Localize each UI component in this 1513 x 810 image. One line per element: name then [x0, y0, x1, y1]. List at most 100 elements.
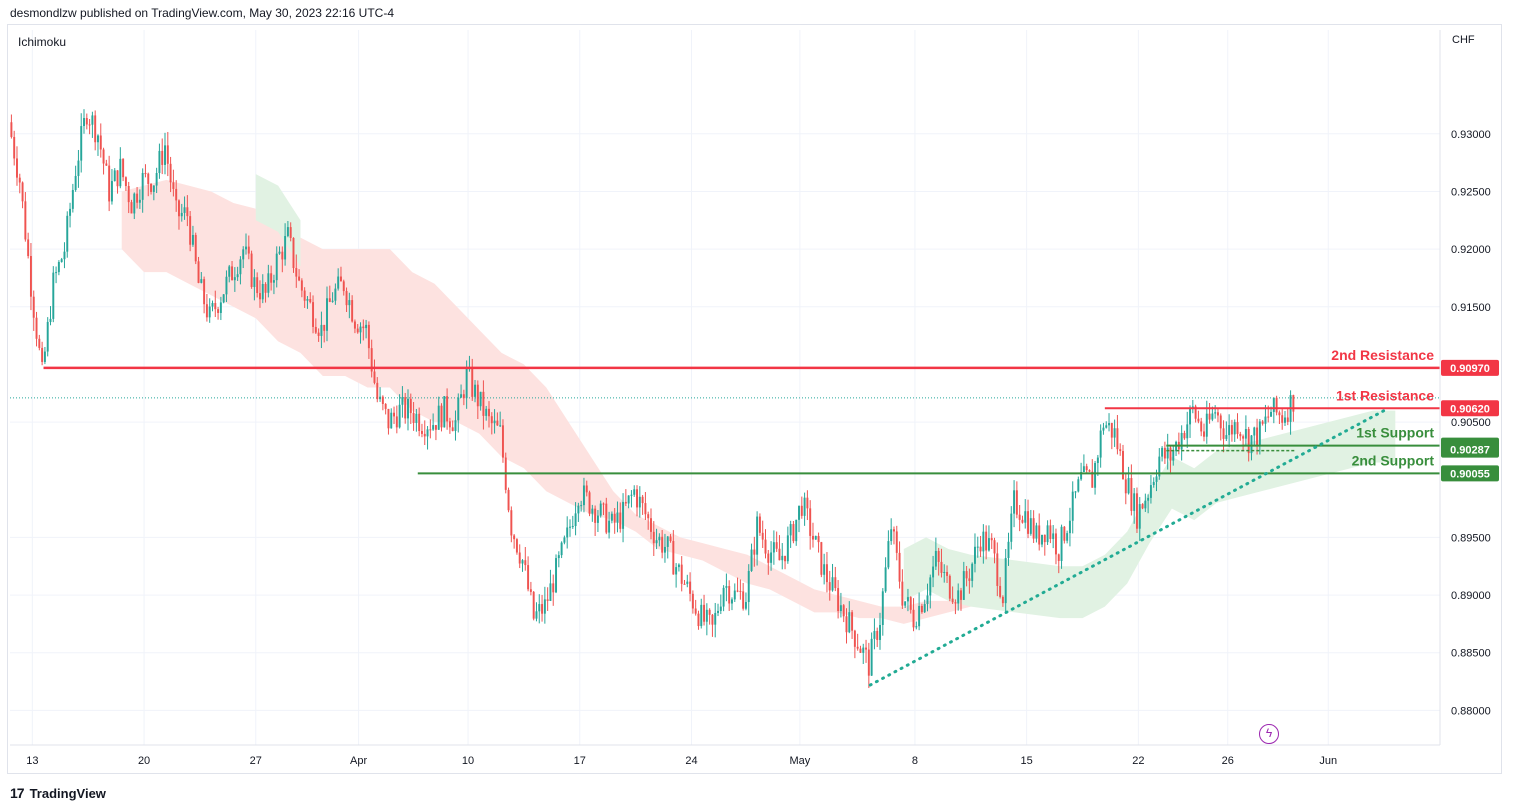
candle-body	[923, 604, 926, 613]
candle-body	[18, 177, 21, 183]
candle-body	[1222, 428, 1225, 439]
candle-body	[155, 173, 158, 186]
tradingview-logo-icon: 17	[10, 785, 25, 801]
candle-body	[119, 158, 122, 187]
candle-body	[683, 583, 686, 585]
cloud-green-area	[903, 410, 1396, 619]
candle-body	[323, 324, 326, 331]
candle-body	[1001, 596, 1004, 604]
candle-body	[499, 425, 502, 427]
candle-body	[278, 251, 281, 254]
level-name: 1st Support	[1356, 425, 1434, 441]
candle-body	[180, 212, 183, 217]
candle-body	[1004, 558, 1007, 604]
candle-body	[566, 527, 569, 538]
candle-body	[555, 558, 558, 593]
candle-body	[1270, 411, 1273, 417]
lightning-icon[interactable]: ϟ	[1259, 724, 1279, 744]
candle-body	[1135, 493, 1138, 529]
candle-body	[1108, 423, 1111, 426]
candle-body	[610, 513, 613, 521]
candle-body	[326, 298, 328, 331]
candle-body	[1250, 435, 1253, 454]
candle-body	[739, 590, 742, 592]
candle-body	[1161, 447, 1164, 457]
price-tag-label: 0.90620	[1450, 403, 1490, 415]
candle-body	[781, 555, 784, 561]
candle-body	[379, 396, 382, 400]
candle-body	[1203, 431, 1205, 437]
candle-body	[870, 638, 873, 676]
candle-body	[1013, 490, 1016, 514]
candle-body	[973, 546, 976, 564]
candle-body	[1180, 432, 1183, 450]
candle-body	[1133, 493, 1136, 511]
candle-body	[557, 555, 560, 559]
candle-body	[647, 514, 650, 519]
candle-body	[775, 542, 778, 549]
candle-body	[767, 553, 770, 563]
candle-body	[1082, 466, 1085, 472]
candle-body	[38, 338, 41, 348]
candle-body	[918, 605, 921, 627]
candle-body	[1096, 457, 1099, 464]
candle-body	[753, 549, 756, 555]
candle-body	[585, 485, 588, 493]
candle-body	[298, 276, 301, 281]
candle-body	[381, 396, 384, 404]
candle-body	[1141, 504, 1144, 509]
candle-body	[968, 578, 971, 581]
candle-body	[873, 630, 876, 639]
candle-body	[1091, 471, 1094, 488]
candle-body	[63, 251, 66, 260]
candle-body	[764, 539, 767, 554]
candle-body	[1183, 432, 1186, 439]
y-tick-label: 0.89000	[1451, 590, 1491, 602]
candle-body	[608, 520, 611, 533]
candle-body	[91, 115, 94, 125]
candle-body	[1200, 421, 1203, 432]
candle-body	[1264, 416, 1267, 424]
candle-body	[837, 588, 840, 612]
candle-body	[744, 602, 747, 609]
candle-body	[976, 546, 979, 548]
candle-body	[272, 280, 275, 283]
candle-body	[247, 246, 250, 254]
indicator-label[interactable]: Ichimoku	[18, 35, 67, 49]
candle-body	[912, 609, 915, 628]
level-name: 2nd Resistance	[1331, 347, 1434, 363]
candle-body	[451, 427, 454, 431]
candle-body	[1225, 435, 1228, 439]
candle-body	[211, 303, 214, 307]
candle-body	[133, 193, 136, 214]
candle-body	[130, 202, 133, 214]
candle-body	[231, 266, 234, 281]
candle-body	[1144, 500, 1147, 509]
candle-body	[189, 216, 192, 245]
candle-body	[250, 253, 253, 287]
candle-body	[353, 321, 356, 329]
candle-body	[175, 188, 178, 201]
candle-body	[1166, 447, 1169, 459]
candle-body	[1272, 397, 1275, 412]
candle-body	[842, 605, 845, 617]
candle-body	[205, 304, 208, 318]
candle-body	[895, 531, 898, 553]
footer-brand[interactable]: 17 TradingView	[10, 785, 106, 801]
candle-body	[219, 302, 222, 313]
candle-body	[1080, 471, 1083, 480]
candle-body	[594, 508, 597, 523]
candle-body	[395, 416, 398, 428]
candle-body	[295, 268, 298, 277]
candle-body	[147, 173, 150, 184]
candle-body	[116, 170, 119, 187]
candle-body	[909, 597, 912, 610]
candle-body	[172, 182, 175, 189]
candle-body	[1054, 533, 1057, 555]
candle-body	[1032, 518, 1035, 539]
candle-body	[55, 272, 58, 274]
candle-body	[1152, 481, 1155, 486]
candle-body	[1094, 463, 1097, 488]
candle-body	[795, 519, 798, 542]
